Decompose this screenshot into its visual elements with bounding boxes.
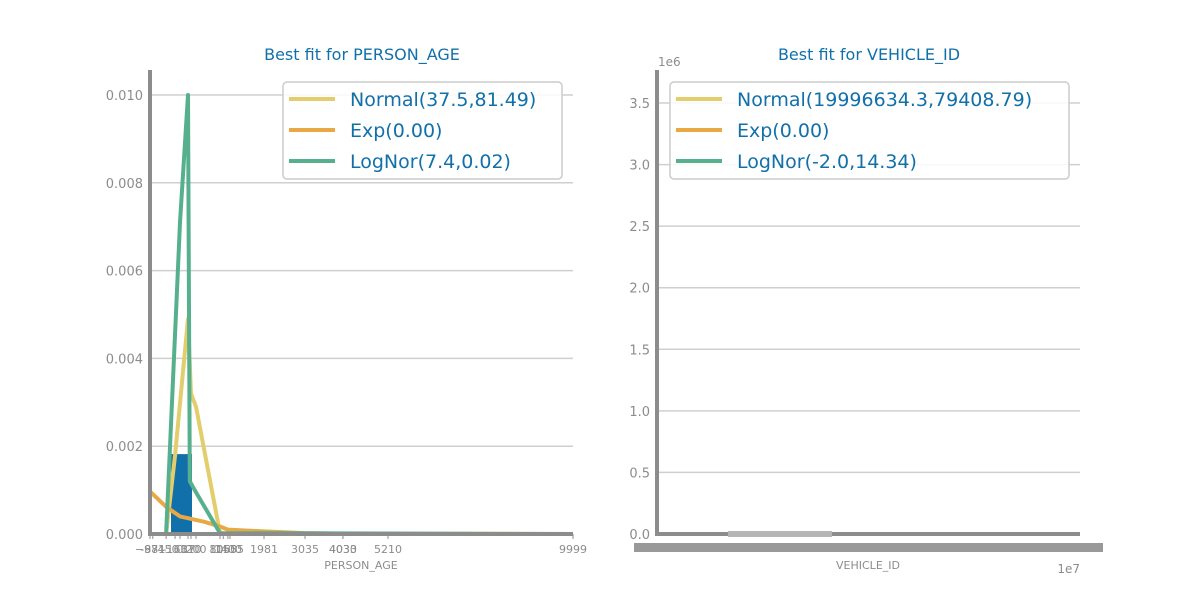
x-axis-label: PERSON_AGE: [324, 559, 397, 572]
y-scale-offset: 1e6: [658, 55, 681, 69]
y-tick-label: 0.5: [629, 466, 650, 481]
x-tick-label: 37: [181, 543, 195, 556]
legend-label: LogNor(-2.0,14.34): [737, 151, 917, 173]
legend: Normal(19996634.3,79408.79) Exp(0.00) LogN…: [669, 81, 1070, 180]
x-tick-label: 200: [186, 543, 207, 556]
chart-title: Best fit for VEHICLE_ID: [778, 45, 960, 65]
y-tick-label: 2.5: [629, 220, 650, 235]
x-tick-label: 110: [181, 543, 202, 556]
x-tick-label: −971: [135, 543, 165, 556]
legend-entries: Normal(19996634.3,79408.79) Exp(0.00) LogN…: [676, 89, 1032, 173]
y-tick-label: 0.006: [106, 265, 143, 280]
y-tick-label: 0.002: [106, 440, 143, 455]
legend-label: Exp(0.00): [350, 120, 442, 142]
x-tick-label: -450: [154, 543, 179, 556]
chart-title: Best fit for PERSON_AGE: [264, 45, 460, 65]
y-tick-label: 1.0: [629, 405, 650, 420]
chart-person-age: Best fit for PERSON_AGE 0.0000.0020.0040…: [106, 45, 587, 572]
legend-box: [282, 81, 563, 180]
fit-line-2: [164, 93, 574, 536]
fit-line-0: [150, 316, 573, 536]
y-tick-label: 1.5: [629, 343, 650, 358]
y-tick-label: 0.000: [106, 528, 143, 543]
y-tick-label: 0.004: [106, 352, 143, 367]
y-tick-label: 2.0: [629, 282, 650, 297]
x-axis-label: VEHICLE_ID: [836, 559, 900, 572]
x-tick-label: 9999: [559, 543, 587, 556]
x-tick-label: 4030: [329, 543, 357, 556]
legend-label: Normal(37.5,81.49): [350, 89, 536, 111]
legend-entries: Normal(37.5,81.49) Exp(0.00) LogNor(7.4,0.…: [289, 89, 536, 173]
x-tick-label: -160: [163, 543, 188, 556]
legend-label: Exp(0.00): [737, 120, 829, 142]
y-tick-label: 0.010: [106, 89, 143, 104]
x-tick-label: 5210: [374, 543, 402, 556]
chart-vehicle-id: Best fit for VEHICLE_ID 1e6 0.0 0.5 1.0 1.5…: [629, 45, 1103, 576]
legend-box: [669, 81, 1070, 180]
x-tick-labels-overlapping: [634, 543, 1103, 552]
x-tick-label: 0: [177, 543, 184, 556]
x-tick-label: 806: [210, 543, 231, 556]
x-tick-label: 3035: [291, 543, 319, 556]
y-tick-label: 0.0: [629, 528, 650, 543]
legend-label: LogNor(7.4,0.02): [350, 151, 511, 173]
x-tick-label: 1050: [209, 543, 237, 556]
x-tick-label: 1981: [250, 543, 278, 556]
y-tick-label: 3.0: [629, 159, 650, 174]
legend-label: Normal(19996634.3,79408.79): [737, 89, 1032, 111]
y-tick-label: 3.5: [629, 97, 650, 112]
legend: Normal(37.5,81.49) Exp(0.00) LogNor(7.4,0.…: [282, 81, 563, 180]
x-tick-label: -881: [140, 543, 165, 556]
x-tick-label: 1555: [216, 543, 244, 556]
y-tick-label: 0.008: [106, 177, 143, 192]
x-tick-label: 4033: [329, 543, 357, 556]
x-scale-offset: 1e7: [1057, 562, 1080, 576]
x-tick-label: 1400: [214, 543, 242, 556]
x-tick-labels-overlapping-upper: [728, 531, 832, 537]
y-axis-ticks: 0.0 0.5 1.0 1.5 2.0 2.5 3.0 3.5: [629, 97, 650, 543]
y-axis-ticks: 0.000 0.002 0.004 0.006 0.008 0.010: [106, 89, 143, 543]
